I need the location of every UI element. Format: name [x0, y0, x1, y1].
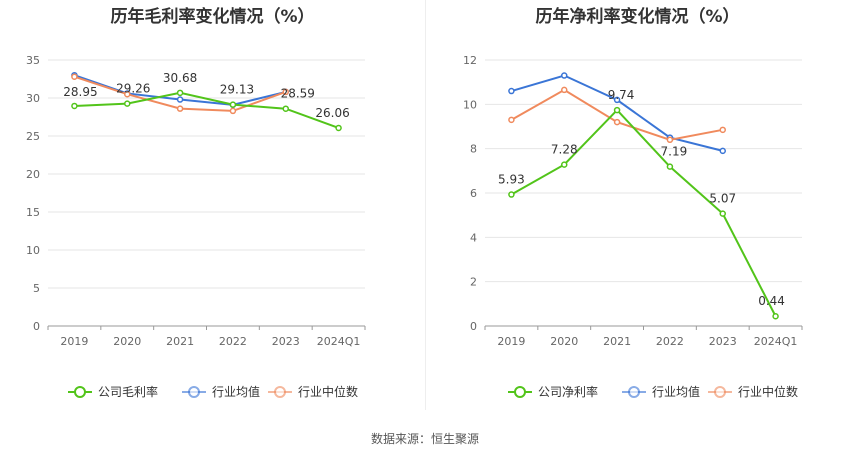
gross-margin-data-label: 29.26 [116, 82, 150, 96]
net-margin-y-tick-label: 0 [470, 320, 477, 333]
net-margin-x-tick-label: 2022 [656, 335, 684, 348]
net-margin-series-line-0 [510, 108, 777, 317]
net-margin-chart-title: 历年净利率变化情况（%） [535, 7, 740, 27]
net-margin-legend-label-0: 公司净利率 [538, 384, 598, 399]
gross-margin-data-point-2 [176, 105, 184, 112]
gross-margin-legend-label-1: 行业均值 [212, 384, 260, 399]
net-margin-legend-marker-0 [514, 386, 526, 398]
net-margin-data-label: 9.74 [608, 88, 635, 102]
chart-divider [425, 0, 426, 410]
gross-margin-legend-marker-1 [188, 386, 200, 398]
gross-margin-series-line-0 [74, 91, 339, 129]
gross-margin-data-point-2 [229, 107, 237, 115]
gross-margin-data-point-2 [282, 88, 289, 96]
net-margin-x-tick-label: 2019 [497, 335, 525, 348]
net-margin-data-point-0 [666, 163, 674, 170]
net-margin-data-point-0 [613, 106, 621, 114]
net-margin-data-label: 7.19 [661, 145, 688, 159]
gross-margin-y-tick-label: 15 [26, 206, 40, 219]
gross-margin-chart-title: 历年毛利率变化情况（%） [110, 7, 315, 27]
gross-margin-data-point-0 [229, 101, 237, 108]
net-margin-data-point-1 [719, 147, 726, 155]
gross-margin-x-tick-label: 2024Q1 [317, 335, 361, 348]
gross-margin-legend-label-0: 公司毛利率 [98, 384, 158, 399]
gross-margin-data-label: 28.95 [63, 85, 97, 99]
gross-margin-data-point-0 [335, 124, 342, 132]
net-margin-data-point-2 [666, 136, 674, 144]
net-margin-data-point-2 [719, 126, 726, 134]
gross-margin-data-label: 26.06 [315, 106, 349, 120]
net-margin-x-tick-label: 2024Q1 [754, 335, 798, 348]
net-margin-legend-marker-2 [714, 386, 726, 398]
net-margin-x-tick-label: 2020 [550, 335, 578, 348]
net-margin-data-label: 0.44 [758, 294, 785, 308]
gross-margin-data-point-0 [282, 105, 289, 112]
gross-margin-x-tick-label: 2021 [166, 335, 194, 348]
net-margin-data-point-1 [561, 72, 568, 79]
net-margin-legend-label-2: 行业中位数 [738, 384, 798, 399]
net-margin-y-tick-label: 6 [470, 187, 477, 200]
net-margin-x-tick-label: 2021 [603, 335, 631, 348]
net-margin-data-point-0 [772, 312, 779, 320]
gross-margin-data-point-0 [71, 102, 78, 110]
gross-margin-data-point-2 [124, 90, 131, 98]
gross-margin-y-tick-label: 20 [26, 168, 40, 181]
net-margin-data-point-2 [613, 118, 621, 126]
gross-margin-y-tick-label: 25 [26, 130, 40, 143]
gross-margin-y-tick-label: 10 [26, 244, 40, 257]
net-margin-y-tick-label: 8 [470, 143, 477, 156]
net-margin-data-point-2 [508, 116, 515, 124]
net-margin-data-point-0 [561, 161, 568, 168]
gross-margin-x-tick-label: 2023 [272, 335, 300, 348]
gross-margin-legend-marker-0 [74, 386, 86, 398]
net-margin-y-tick-label: 4 [470, 231, 477, 244]
gross-margin-data-point-0 [124, 100, 131, 107]
net-margin-data-label: 5.07 [709, 192, 736, 206]
net-margin-data-point-1 [613, 96, 621, 104]
net-margin-data-label: 5.93 [498, 173, 525, 187]
gross-margin-x-tick-label: 2020 [113, 335, 141, 348]
net-margin-data-point-2 [561, 86, 568, 94]
gross-margin-data-point-1 [176, 96, 184, 103]
net-margin-y-tick-label: 10 [463, 98, 477, 111]
net-margin-data-label: 7.28 [551, 143, 578, 157]
net-margin-y-tick-label: 2 [470, 276, 477, 289]
gross-margin-legend-marker-2 [274, 386, 286, 398]
net-margin-data-point-1 [508, 87, 515, 95]
gross-margin-data-label: 30.68 [163, 71, 197, 85]
gross-margin-y-tick-label: 35 [26, 54, 40, 67]
gross-margin-y-tick-label: 5 [33, 282, 40, 295]
net-margin-y-tick-label: 12 [463, 54, 477, 67]
gross-margin-data-label: 29.13 [220, 83, 254, 97]
net-margin-legend-label-1: 行业均值 [652, 384, 700, 399]
net-margin-data-point-0 [508, 191, 515, 198]
gross-margin-data-point-2 [71, 73, 78, 80]
gross-margin-x-tick-label: 2022 [219, 335, 247, 348]
gross-margin-data-label: 28.59 [281, 87, 315, 101]
net-margin-legend-marker-1 [628, 386, 640, 398]
gross-margin-y-tick-label: 0 [33, 320, 40, 333]
gross-margin-x-tick-label: 2019 [60, 335, 88, 348]
gross-margin-data-point-0 [176, 89, 184, 97]
gross-margin-y-tick-label: 30 [26, 92, 40, 105]
gross-margin-legend-label-2: 行业中位数 [298, 384, 358, 399]
net-margin-x-tick-label: 2023 [709, 335, 737, 348]
data-source-label: 数据来源：恒生聚源 [370, 432, 479, 446]
net-margin-data-point-0 [719, 210, 726, 217]
